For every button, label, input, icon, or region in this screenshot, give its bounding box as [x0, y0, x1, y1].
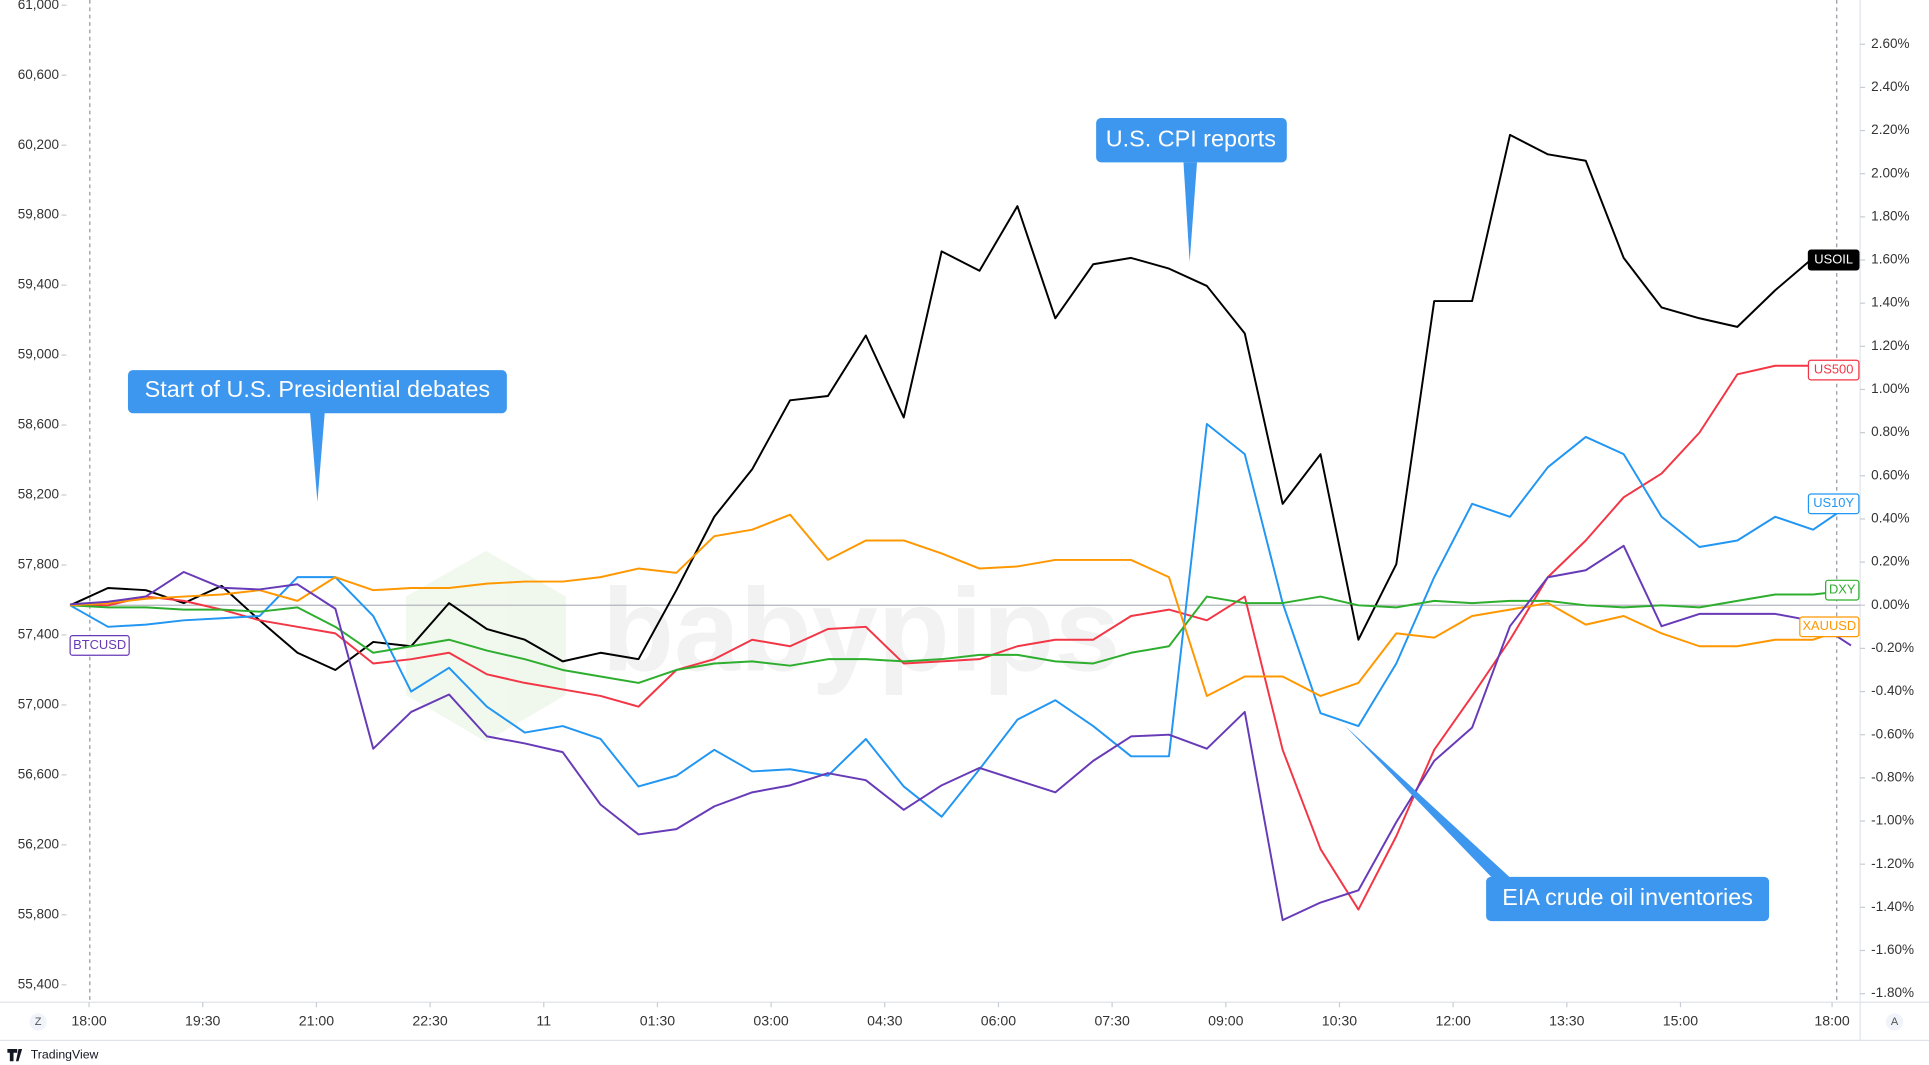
x-tick-label: 03:00 [753, 1013, 788, 1029]
y2-tick-label: 0.60% [1871, 467, 1909, 482]
y2-tick-label: 0.40% [1871, 511, 1909, 526]
series-line [70, 589, 1852, 684]
series-label: DXY [1829, 582, 1856, 597]
y2-tick-label: -0.40% [1871, 683, 1914, 698]
callout-text: U.S. CPI reports [1106, 125, 1276, 151]
series-label: US500 [1814, 361, 1853, 376]
callout: Start of U.S. Presidential debates [127, 370, 507, 502]
y2-tick-label: -1.80% [1871, 985, 1914, 1000]
watermark-logo [405, 550, 566, 742]
y2-tick-label: -1.40% [1871, 899, 1914, 914]
x-tick-label: 18:00 [1814, 1013, 1849, 1029]
y-tick-label: 61,000 [18, 0, 59, 12]
x-tick-label: 06:00 [981, 1013, 1016, 1029]
series-label: US10Y [1813, 495, 1854, 510]
series-label: USOIL [1814, 251, 1853, 266]
y-tick-label: 55,800 [18, 906, 59, 921]
scale-button-label[interactable]: Z [35, 1016, 42, 1028]
y-tick-label: 59,000 [18, 347, 59, 362]
x-tick-label: 19:30 [185, 1013, 220, 1029]
y2-tick-label: -0.80% [1871, 769, 1914, 784]
watermark-text: babypips [602, 565, 1120, 697]
series-label-box [1825, 579, 1860, 601]
x-tick-label: 10:30 [1322, 1013, 1357, 1029]
y-tick-label: 55,400 [18, 976, 59, 991]
callout-box [1096, 118, 1287, 163]
callout-pointer [310, 411, 325, 502]
y2-tick-label: 1.60% [1871, 252, 1909, 267]
callout: EIA crude oil inventories [1344, 725, 1770, 922]
y-tick-label: 58,600 [18, 417, 59, 432]
y2-tick-label: 0.00% [1871, 597, 1909, 612]
y-tick-label: 57,800 [18, 557, 59, 572]
series-label-box [1807, 249, 1860, 271]
x-tick-label: 04:30 [867, 1013, 902, 1029]
y2-tick-label: 1.40% [1871, 295, 1909, 310]
x-tick-label: 01:30 [640, 1013, 675, 1029]
end-labels: USOIL US500 US10Y DXY XAUUSD BTCUSD [69, 249, 1860, 656]
series-line [70, 544, 1852, 922]
lines [69, 133, 1852, 922]
watermark: babypips [405, 550, 1120, 742]
series-label-box [1799, 616, 1860, 638]
y-tick-label: 58,200 [18, 487, 59, 502]
brand: TradingView [31, 1047, 99, 1061]
axes: 55,400 55,800 56,200 56,600 57,000 57,400 57,8… [18, 0, 1914, 1029]
y-tick-label: 57,000 [18, 696, 59, 711]
y2-tick-label: -0.60% [1871, 726, 1914, 741]
y-tick-label: 59,400 [18, 277, 59, 292]
y2-tick-label: 2.00% [1871, 165, 1909, 180]
series-line [69, 133, 1852, 671]
callout-text: EIA crude oil inventories [1502, 884, 1753, 910]
series-line [70, 513, 1852, 697]
y2-tick-label: 1.20% [1871, 338, 1909, 353]
y-tick-label: 59,800 [18, 207, 59, 222]
x-tick-label: 18:00 [71, 1013, 106, 1029]
scale-button[interactable] [29, 1013, 47, 1031]
y-tick-label: 60,200 [18, 137, 59, 152]
series-label-box [1807, 493, 1860, 515]
x-tick-label: 13:30 [1549, 1013, 1584, 1029]
callout: U.S. CPI reports [1096, 118, 1287, 262]
scale-button-label[interactable]: A [1891, 1016, 1899, 1028]
y-tick-label: 56,200 [18, 836, 59, 851]
series-line [69, 423, 1852, 818]
series-label-box [69, 634, 130, 656]
callout-pointer [1344, 725, 1511, 881]
series-label-box [1807, 359, 1860, 381]
series-label: BTCUSD [73, 637, 126, 652]
x-tick-label: 09:00 [1208, 1013, 1243, 1029]
y2-tick-label: 2.20% [1871, 122, 1909, 137]
callout-box [127, 370, 507, 414]
y2-tick-label: 2.60% [1871, 36, 1909, 51]
y2-tick-label: 0.20% [1871, 554, 1909, 569]
x-tick-label: 07:30 [1094, 1013, 1129, 1029]
y-tick-label: 57,400 [18, 627, 59, 642]
y2-tick-label: 1.00% [1871, 381, 1909, 396]
y2-tick-label: 1.80% [1871, 208, 1909, 223]
y2-tick-label: 2.40% [1871, 79, 1909, 94]
y2-tick-label: -0.20% [1871, 640, 1914, 655]
y2-tick-label: 0.80% [1871, 424, 1909, 439]
brand-logo [7, 1049, 23, 1062]
series-line [70, 364, 1852, 911]
y2-tick-label: -1.20% [1871, 856, 1914, 871]
series-label: XAUUSD [1802, 618, 1856, 633]
callout-box [1486, 876, 1770, 922]
y-tick-label: 56,600 [18, 766, 59, 781]
y2-tick-label: -1.60% [1871, 942, 1914, 957]
y2-tick-label: -1.00% [1871, 813, 1914, 828]
x-tick-label: 11 [536, 1013, 551, 1029]
callout-text: Start of U.S. Presidential debates [145, 376, 490, 402]
x-tick-label: 21:00 [299, 1013, 334, 1029]
x-tick-label: 15:00 [1663, 1013, 1698, 1029]
callout-pointer [1183, 162, 1198, 262]
x-tick-label: 12:00 [1435, 1013, 1470, 1029]
scale-button[interactable] [1885, 1013, 1904, 1031]
y-tick-label: 60,600 [18, 67, 59, 82]
x-tick-label: 22:30 [412, 1013, 447, 1029]
